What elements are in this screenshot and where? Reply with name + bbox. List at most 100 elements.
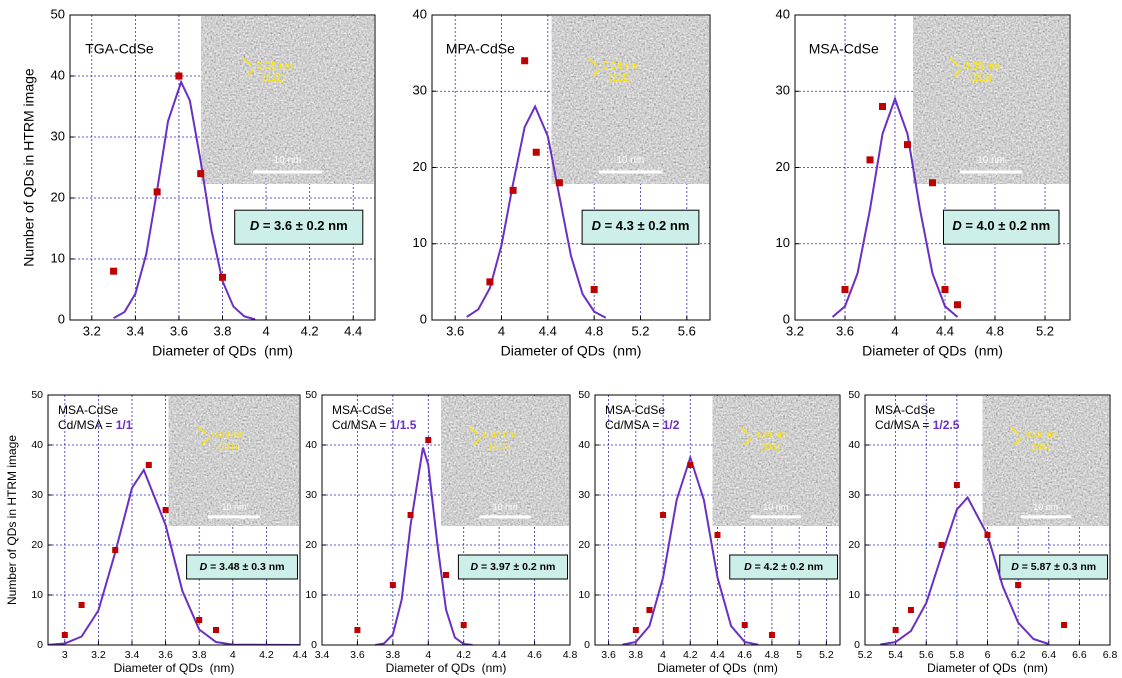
size-value: = 3.6 ± 0.2 nm [259, 219, 347, 234]
y-tick-label: 10 [305, 589, 317, 601]
y-tick-label: 20 [51, 189, 65, 204]
plot-frame [321, 394, 571, 646]
scale-label: 10 nm [493, 502, 518, 512]
x-tick-label: 3.2 [786, 323, 804, 338]
x-tick-label: 3.6 [350, 649, 365, 661]
x-tick-label: 6.6 [1072, 649, 1087, 661]
y-tick-label: 20 [31, 539, 43, 551]
y-tick-label: 30 [413, 83, 427, 98]
y-tick-label: 50 [51, 6, 65, 21]
y-tick-label: 40 [413, 6, 427, 21]
lattice-arrow [743, 437, 753, 446]
lattice-arrow [201, 437, 210, 446]
data-point [714, 532, 721, 538]
plot-frame [47, 394, 301, 646]
ratio-prefix: Cd/MSA = [875, 418, 933, 432]
data-point [162, 507, 169, 513]
x-tick-label: 3.6 [446, 323, 464, 338]
x-tick-label: 3.6 [601, 649, 616, 661]
plot-frame [794, 14, 1071, 321]
size-label: D = 4.0 ± 0.2 nm [952, 219, 1050, 234]
x-tick-label: 5.8 [950, 649, 965, 661]
fit-curve [48, 467, 300, 645]
data-point [1061, 622, 1068, 628]
size-symbol: D [744, 561, 752, 573]
y-tick-label: 30 [776, 83, 790, 98]
size-symbol: D [471, 561, 479, 573]
panel-label: MSA-CdSe [58, 403, 118, 417]
ratio-label: Cd/MSA = 1/1 [58, 418, 133, 432]
x-tick-label: 5.2 [631, 323, 649, 338]
x-tick-label: 4.6 [737, 649, 752, 661]
x-tick-label: 3.8 [629, 649, 644, 661]
size-box [999, 554, 1109, 580]
lattice-arrow [468, 426, 478, 435]
x-tick-label: 4.2 [683, 649, 698, 661]
lattice-spacing: 0.33 nm [1025, 429, 1058, 439]
x-tick-label: 5.6 [678, 323, 696, 338]
y-tick-label: 0 [783, 311, 790, 326]
panel-label: MSA-CdSe [332, 403, 392, 417]
fit-curve [466, 104, 607, 319]
data-point [521, 57, 529, 65]
x-tick-label: 4.4 [492, 649, 507, 661]
data-point [879, 103, 886, 110]
lattice-arrow [246, 68, 255, 77]
size-symbol: D [200, 561, 208, 573]
y-axis-label: Number of QDs in HTRM image [5, 435, 19, 605]
size-symbol: D [952, 219, 962, 234]
plot-frame [431, 14, 711, 321]
data-point [110, 267, 118, 275]
lattice-plane: (111) [489, 441, 509, 451]
size-label: D = 3.97 ± 0.2 nm [471, 561, 556, 573]
y-tick-label: 0 [854, 639, 860, 651]
ratio-label: Cd/MSA = 1/2 [605, 418, 680, 432]
y-tick-label: 0 [311, 639, 317, 651]
data-point [632, 627, 639, 633]
x-tick-label: 3.2 [91, 649, 106, 661]
lattice-arrow [197, 426, 207, 435]
panel-label: MPA-CdSe [446, 41, 515, 57]
x-tick-label: 3.8 [386, 649, 401, 661]
lattice-plane: (111) [218, 441, 238, 451]
plot-frame [594, 394, 841, 646]
ratio-label: Cd/MSA = 1/1.5 [332, 418, 417, 432]
data-point [153, 188, 161, 196]
plot-frame [69, 14, 376, 321]
ratio-value: 1/1 [116, 418, 133, 432]
y-tick-label: 10 [578, 589, 590, 601]
y-tick-label: 10 [413, 235, 427, 250]
plot-frame [864, 394, 1111, 646]
x-tick-label: 4.4 [936, 323, 954, 338]
size-label: D = 4.3 ± 0.2 nm [592, 219, 690, 234]
x-tick-label: 4.4 [293, 649, 308, 661]
x-axis-label: Diameter of QDs (nm) [114, 661, 235, 675]
y-tick-label: 0 [420, 311, 427, 326]
x-tick-label: 3.6 [836, 323, 854, 338]
y-tick-label: 20 [305, 539, 317, 551]
fit-curve [622, 454, 759, 645]
x-tick-label: 4 [660, 649, 666, 661]
y-tick-label: 20 [413, 159, 427, 174]
x-tick-label: 3.4 [315, 649, 330, 661]
data-point [892, 627, 899, 633]
x-tick-label: 4.2 [259, 649, 274, 661]
data-point [443, 572, 449, 578]
size-value: = 3.97 ± 0.2 nm [478, 561, 555, 573]
y-tick-label: 40 [848, 439, 860, 451]
size-symbol: D [592, 219, 602, 234]
data-point [590, 286, 598, 293]
data-point [741, 622, 748, 628]
data-point [984, 532, 991, 538]
fit-curve [831, 95, 959, 318]
data-point [61, 632, 68, 638]
x-tick-label: 5 [796, 649, 802, 661]
x-axis-label: Diameter of QDs (nm) [501, 343, 642, 359]
ratio-prefix: Cd/MSA = [605, 418, 663, 432]
y-tick-label: 50 [305, 389, 317, 401]
size-box [729, 554, 839, 580]
y-tick-label: 50 [578, 389, 590, 401]
scale-label: 10 nm [616, 155, 644, 166]
x-tick-label: 5.4 [888, 649, 903, 661]
